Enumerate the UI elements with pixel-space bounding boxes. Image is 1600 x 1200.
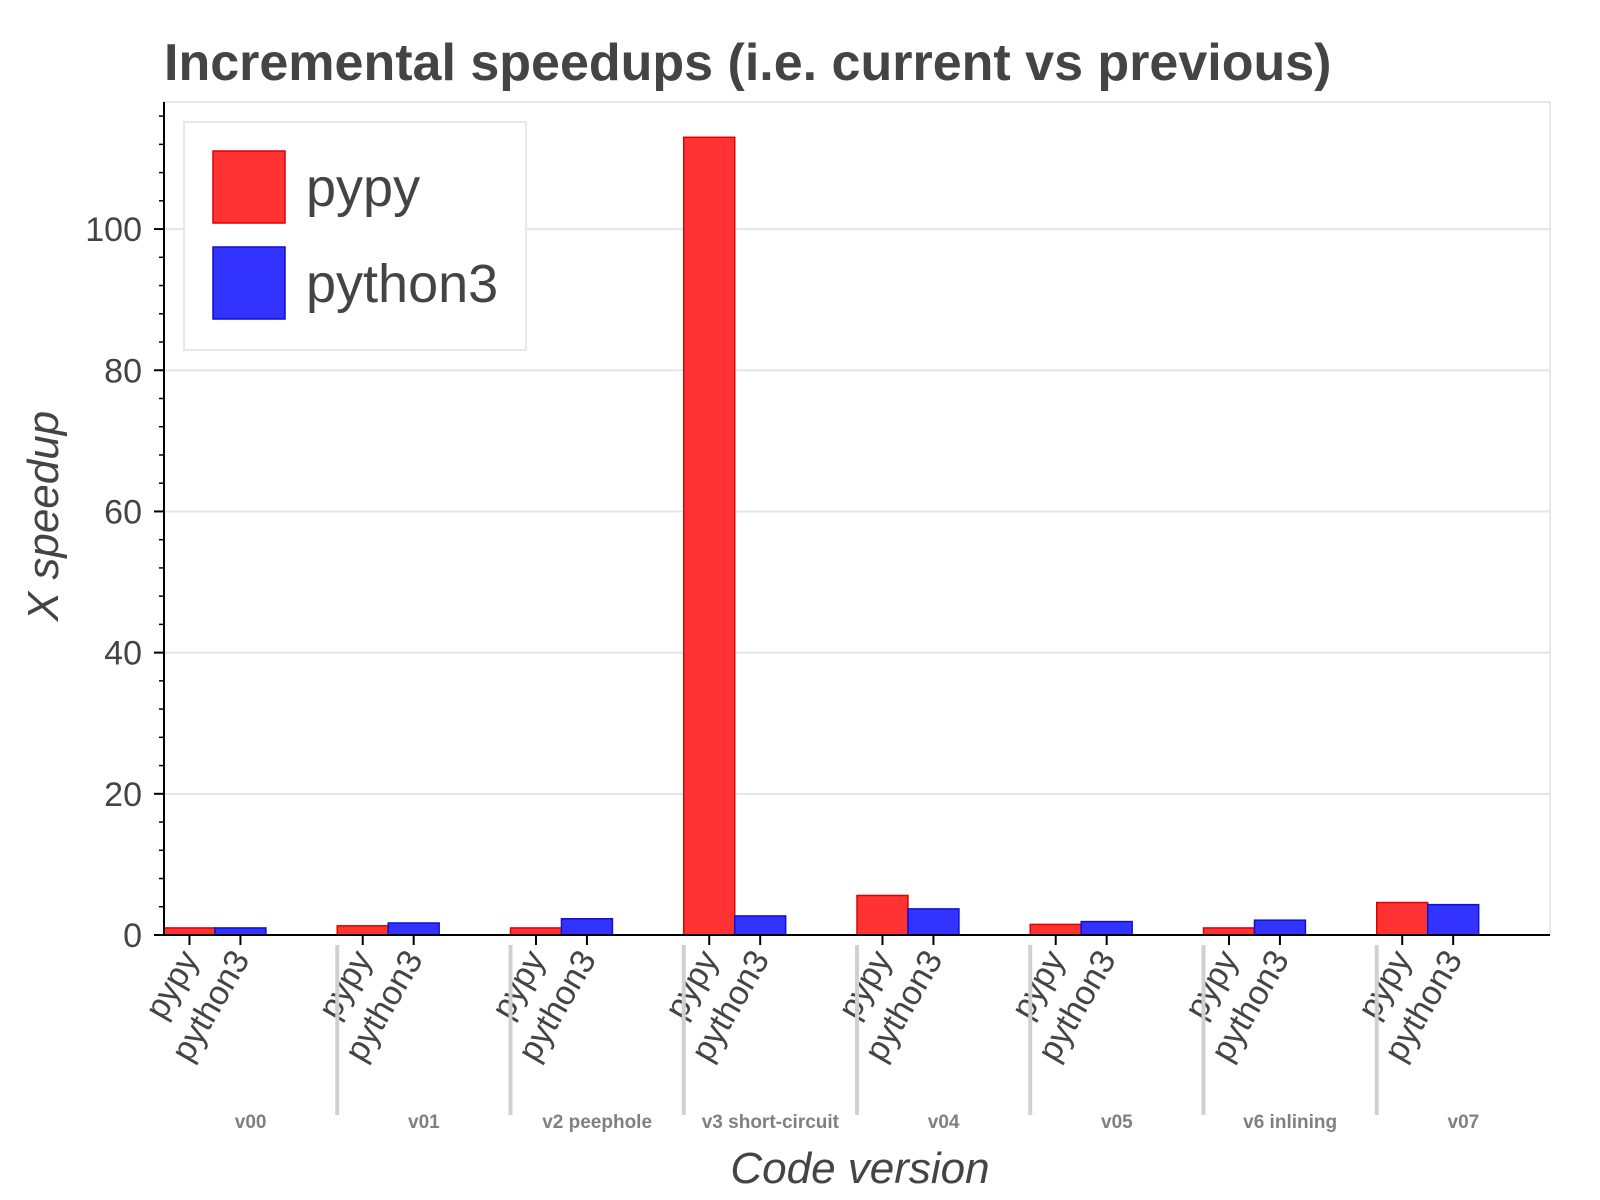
bar-python3 — [1080, 920, 1133, 936]
y-axis: 0 20 40 60 80 100 — [85, 102, 165, 955]
group-label: v01 — [408, 1112, 440, 1133]
legend-label-python3: python3 — [306, 254, 498, 314]
legend: pypy python3 — [183, 121, 527, 351]
bar-python3 — [907, 908, 960, 936]
y-tick-label: 80 — [104, 352, 142, 390]
bar-pypy — [1029, 923, 1082, 936]
bar-pypy — [683, 136, 736, 936]
group-label: v00 — [235, 1112, 267, 1133]
bar-python3 — [1253, 919, 1307, 936]
y-tick-label: 100 — [85, 211, 142, 249]
bar-python3 — [1426, 903, 1480, 936]
bar-pypy — [163, 927, 216, 936]
legend-swatch-python3 — [212, 246, 286, 320]
bar-pypy — [336, 925, 389, 936]
y-axis-label: X speedup — [19, 411, 68, 622]
chart-title: Incremental speedups (i.e. current vs pr… — [164, 34, 1332, 92]
group-label: v07 — [1448, 1112, 1480, 1133]
bar-python3 — [733, 915, 787, 936]
group-label: v2 peephole — [542, 1112, 652, 1133]
group-label: v05 — [1101, 1112, 1133, 1133]
bar-python3 — [560, 918, 614, 936]
bars — [163, 136, 1480, 936]
bar-pypy — [1376, 901, 1429, 936]
group-label: v04 — [928, 1112, 960, 1133]
y-tick-label: 40 — [104, 635, 142, 673]
bar-pypy — [509, 927, 563, 936]
x-axis-label: Code version — [730, 1144, 989, 1193]
legend-label-pypy: pypy — [306, 158, 420, 218]
group-label: v6 inlining — [1243, 1112, 1337, 1133]
x-axis: pypypython3v00pypypython3v01pypypython3v… — [138, 934, 1550, 1133]
bar-python3 — [387, 922, 440, 936]
y-tick-label: 60 — [104, 493, 142, 531]
y-tick-label: 0 — [123, 917, 142, 955]
bar-python3 — [214, 927, 267, 936]
legend-swatch-pypy — [212, 150, 286, 224]
y-tick-label: 20 — [104, 776, 142, 814]
group-label: v3 short-circuit — [702, 1112, 840, 1133]
bar-pypy — [1202, 927, 1256, 936]
bar-pypy — [856, 894, 909, 936]
